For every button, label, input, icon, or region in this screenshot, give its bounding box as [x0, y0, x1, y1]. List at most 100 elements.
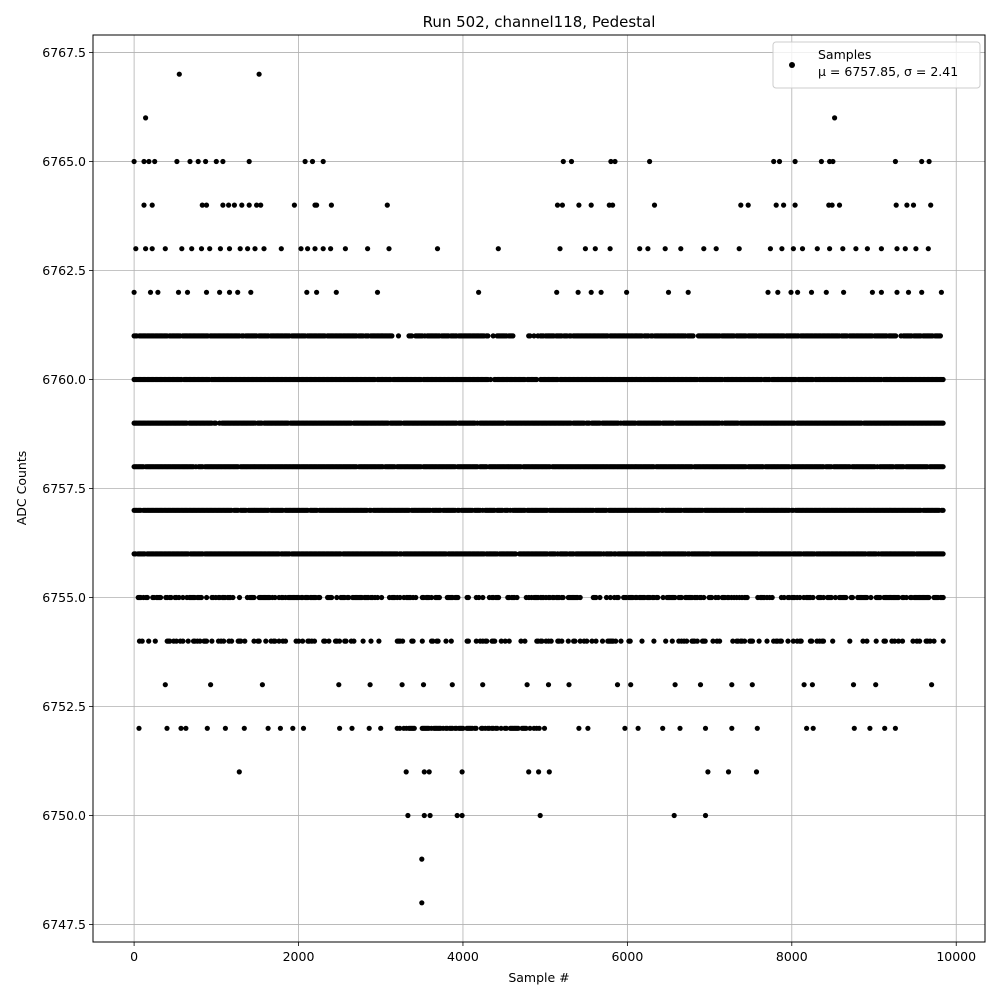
- data-point: [230, 594, 236, 601]
- data-point: [792, 158, 798, 165]
- data-point: [717, 638, 723, 644]
- data-point: [336, 638, 343, 644]
- data-point: [864, 638, 870, 644]
- data-point: [176, 71, 182, 77]
- data-point: [917, 638, 923, 644]
- data-point: [231, 202, 237, 208]
- data-point: [754, 725, 760, 731]
- data-point: [496, 594, 502, 601]
- data-point: [756, 638, 762, 644]
- data-point: [403, 769, 409, 775]
- data-point: [419, 900, 425, 906]
- data-point: [585, 725, 591, 731]
- data-point: [576, 725, 582, 731]
- scatter-points: [131, 71, 946, 906]
- data-point: [236, 594, 243, 601]
- data-point: [779, 246, 785, 252]
- data-point: [937, 333, 944, 339]
- data-point: [864, 246, 871, 252]
- data-point: [940, 551, 946, 557]
- x-tick-label: 4000: [447, 949, 479, 964]
- data-point: [337, 725, 343, 731]
- data-point: [536, 725, 542, 731]
- data-point: [893, 333, 899, 339]
- data-point: [476, 289, 482, 295]
- data-point: [309, 158, 316, 165]
- data-point: [910, 202, 917, 208]
- data-point: [209, 638, 215, 644]
- data-point: [434, 246, 441, 252]
- data-point: [314, 289, 320, 295]
- data-point: [304, 289, 310, 295]
- data-point: [537, 812, 543, 819]
- data-point: [829, 202, 835, 208]
- data-point: [576, 202, 582, 208]
- data-point: [775, 289, 781, 295]
- data-point: [152, 158, 158, 165]
- data-point: [940, 594, 946, 601]
- data-point: [808, 289, 815, 295]
- data-point: [818, 158, 825, 165]
- data-point: [175, 289, 182, 295]
- data-point: [217, 246, 223, 252]
- data-point: [376, 638, 382, 644]
- data-point: [144, 594, 150, 601]
- data-point: [178, 725, 184, 731]
- data-point: [645, 246, 651, 252]
- data-point: [627, 638, 633, 644]
- data-point: [213, 158, 219, 165]
- data-point: [141, 158, 147, 165]
- data-point: [488, 376, 494, 383]
- data-point: [931, 638, 937, 644]
- data-point: [245, 246, 251, 252]
- data-point: [141, 202, 147, 208]
- data-point: [349, 725, 355, 731]
- data-point: [613, 638, 619, 644]
- y-tick-label: 6762.5: [42, 263, 86, 278]
- data-point: [684, 638, 690, 644]
- data-point: [669, 638, 675, 644]
- data-point: [713, 246, 719, 252]
- data-point: [832, 115, 838, 121]
- data-point: [328, 246, 334, 252]
- data-point: [302, 158, 308, 165]
- chart-title: Run 502, channel118, Pedestal: [423, 13, 656, 31]
- data-point: [427, 812, 433, 819]
- data-point: [436, 594, 442, 601]
- data-point: [187, 158, 193, 165]
- data-point: [368, 638, 374, 644]
- data-point: [809, 638, 815, 644]
- data-point: [873, 682, 879, 688]
- data-point: [256, 71, 262, 77]
- data-point: [764, 638, 770, 644]
- data-point: [222, 725, 228, 731]
- data-point: [635, 725, 641, 731]
- data-point: [226, 289, 233, 295]
- data-point: [300, 638, 306, 644]
- data-point: [868, 594, 874, 601]
- legend-sublabel: μ = 6757.85, σ = 2.41: [818, 64, 958, 79]
- x-tick-label: 0: [130, 949, 138, 964]
- data-point: [152, 638, 158, 644]
- data-point: [226, 202, 232, 208]
- data-point: [894, 289, 900, 295]
- data-point: [365, 246, 371, 252]
- data-point: [940, 420, 946, 426]
- data-point: [615, 594, 621, 601]
- data-point: [251, 594, 257, 601]
- data-point: [878, 246, 885, 252]
- data-point: [258, 202, 264, 208]
- data-point: [663, 638, 669, 644]
- data-point: [333, 289, 339, 295]
- data-point: [236, 769, 242, 775]
- data-point: [628, 682, 634, 688]
- data-point: [637, 246, 643, 252]
- data-point: [379, 594, 385, 601]
- data-point: [778, 638, 785, 644]
- data-point: [162, 682, 168, 688]
- data-point: [742, 638, 748, 644]
- data-point: [559, 638, 565, 644]
- data-point: [329, 594, 335, 601]
- data-point: [455, 594, 461, 601]
- data-point: [490, 333, 496, 339]
